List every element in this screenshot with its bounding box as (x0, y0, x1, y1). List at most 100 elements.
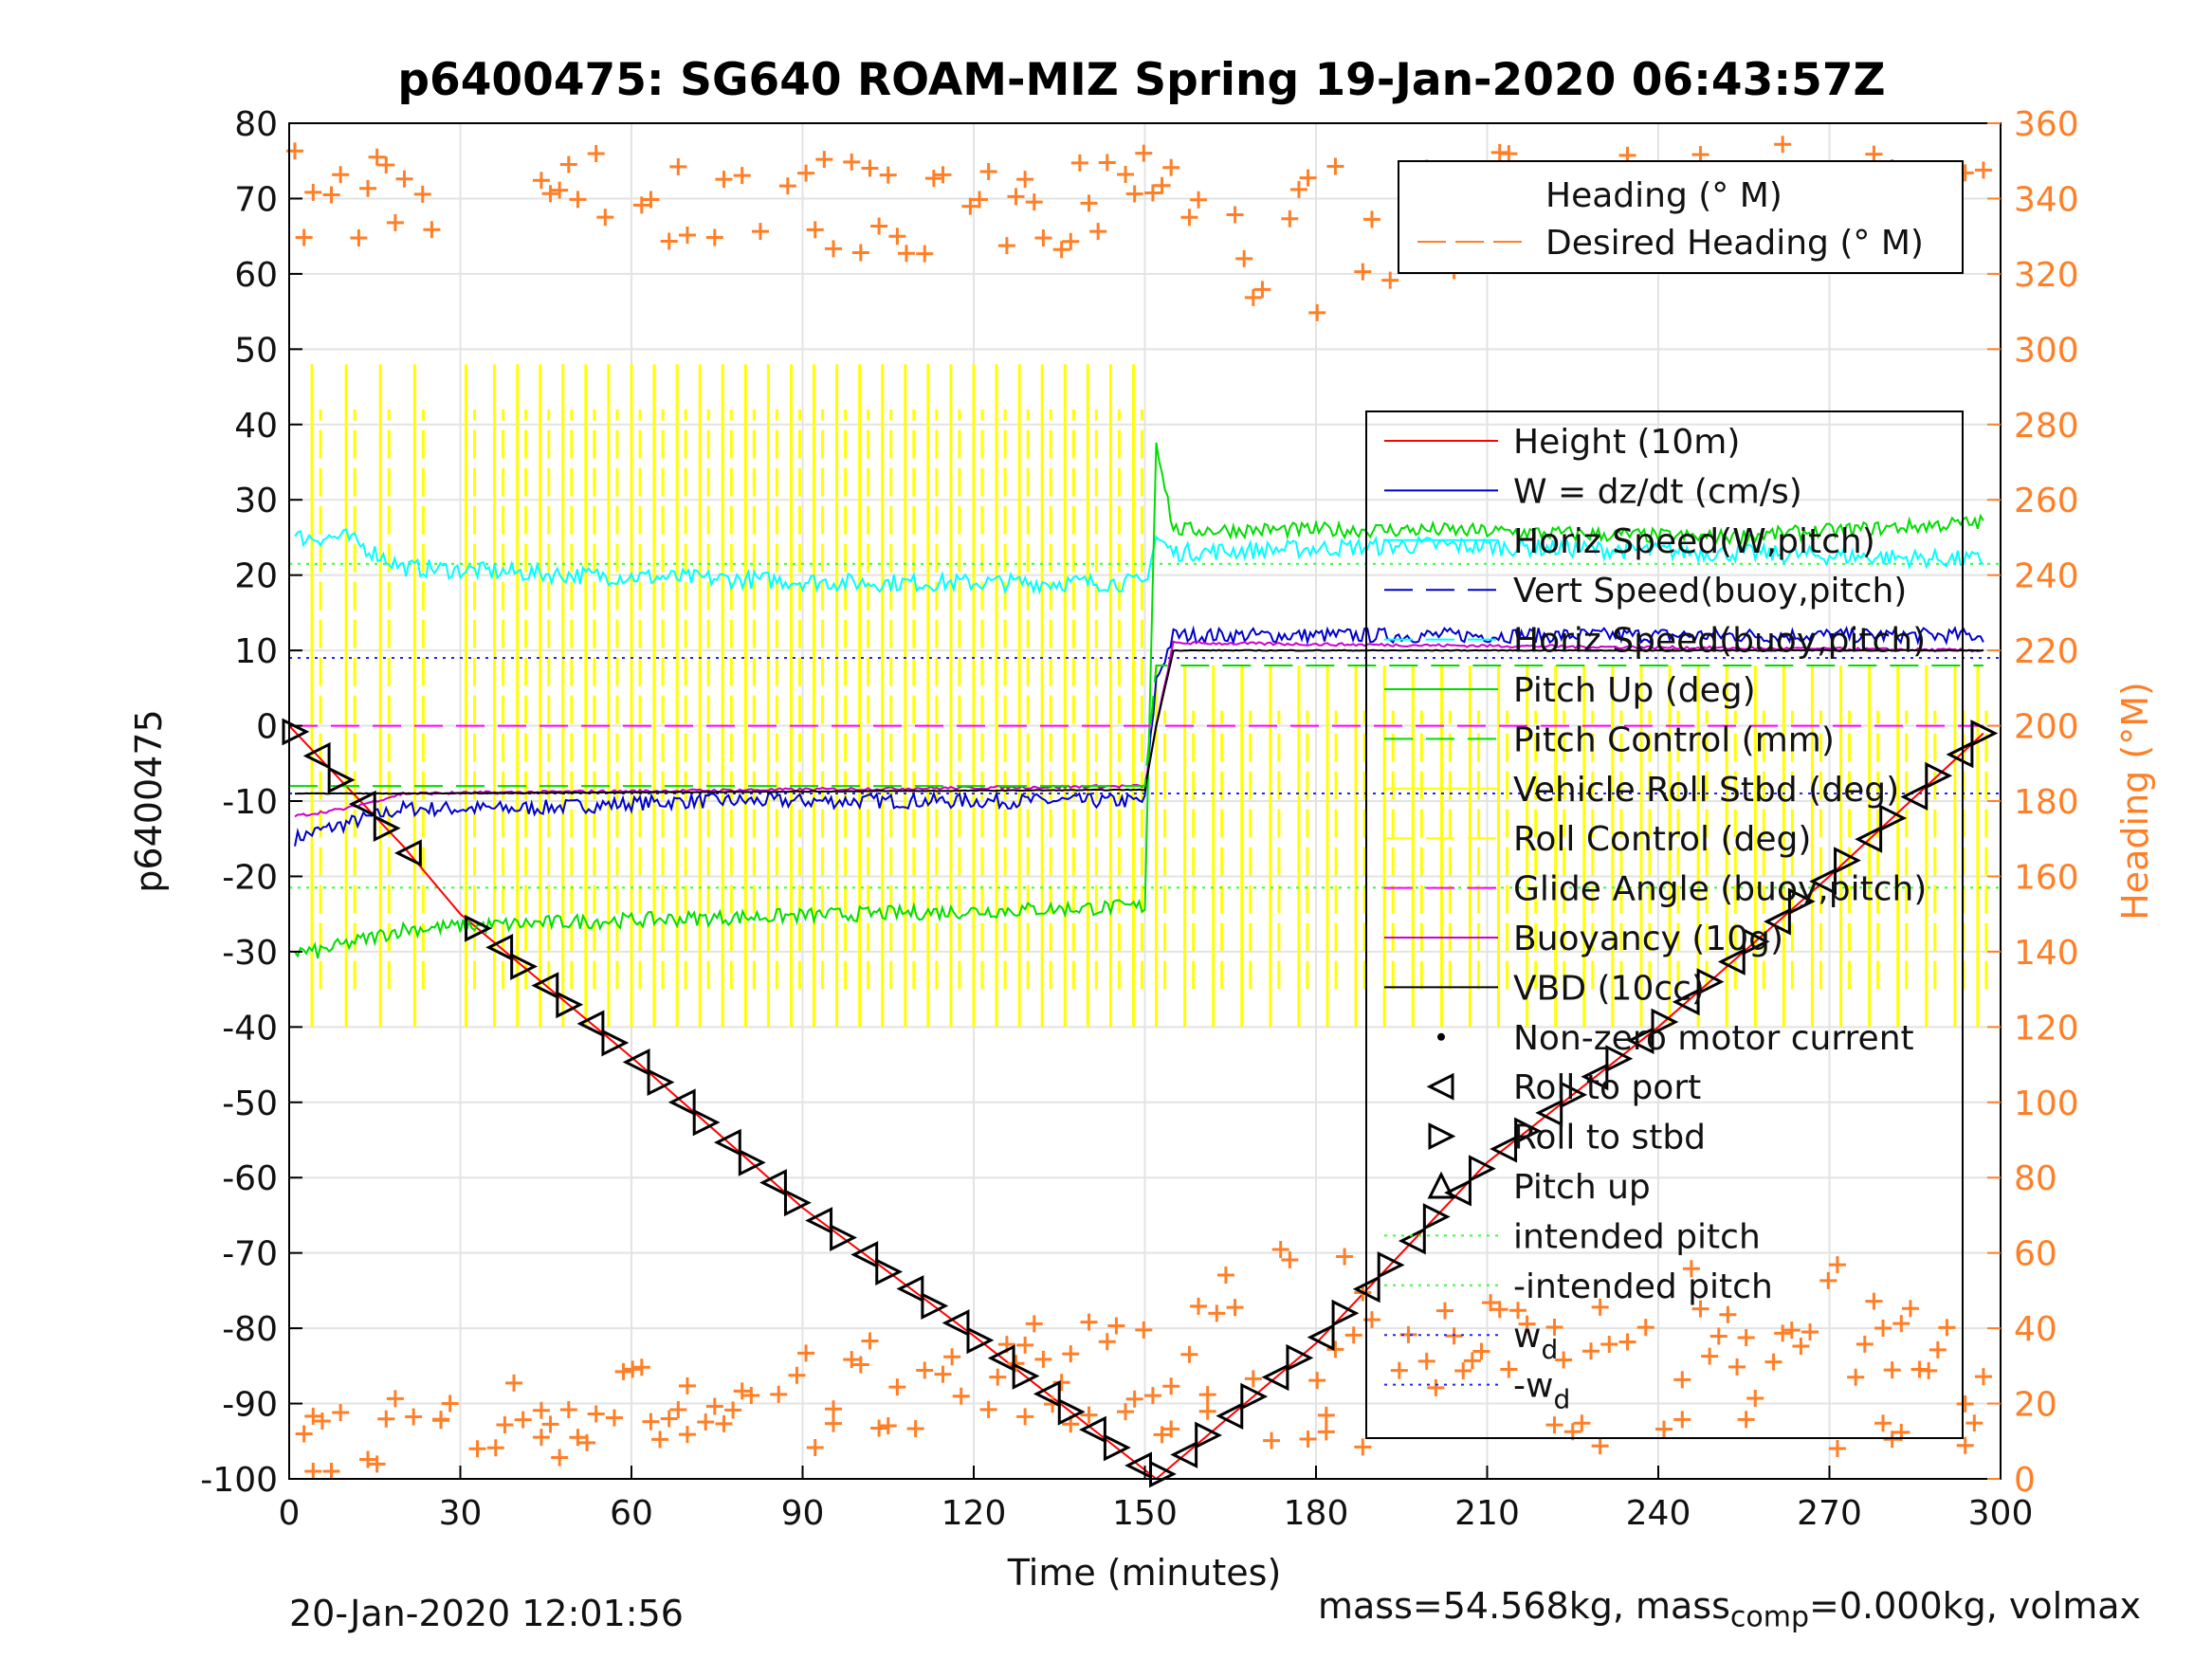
heading-marker (678, 1376, 696, 1395)
roll-port-marker (622, 1048, 650, 1076)
heading-marker (1080, 1406, 1098, 1424)
roll-port-marker (1033, 1379, 1061, 1408)
roll-port-marker (1717, 948, 1746, 975)
heading-marker (669, 157, 687, 175)
legend-swatch (1427, 1171, 1455, 1199)
heading-marker (1271, 1241, 1289, 1258)
heading-marker (1354, 263, 1372, 281)
y2-tick-label: 280 (2014, 407, 2079, 446)
heading-marker (1281, 1251, 1299, 1269)
heading-marker (861, 1332, 879, 1350)
roll-stbd-marker (1879, 804, 1908, 832)
legend-label-sub: d (1541, 1334, 1558, 1365)
roll-port-marker (896, 1275, 924, 1303)
heading-marker (304, 1407, 322, 1425)
y-tick-label: -80 (222, 1310, 278, 1349)
heading-marker (1289, 180, 1307, 198)
heading-marker (697, 1413, 715, 1431)
roll-port-marker (1352, 1275, 1380, 1304)
roll-stbd-marker (875, 1258, 904, 1285)
heading-marker (971, 191, 989, 209)
heading-marker (806, 1438, 824, 1456)
heading-marker (423, 221, 441, 239)
heading-marker (1463, 1352, 1481, 1370)
heading-marker (1819, 1271, 1837, 1289)
heading-marker (669, 1400, 687, 1418)
roll-port-marker (1535, 1099, 1563, 1127)
heading-marker (1062, 232, 1080, 250)
x-tick-label: 270 (1797, 1494, 1862, 1533)
heading-marker (1080, 194, 1098, 212)
heading-marker (715, 171, 733, 189)
heading-marker (979, 162, 997, 180)
heading-marker (742, 1386, 760, 1404)
roll-stbd-marker (783, 1189, 812, 1217)
heading-marker (1390, 1361, 1408, 1379)
heading-marker (660, 232, 678, 250)
x-tick-label: 60 (610, 1494, 653, 1533)
heading-marker (1117, 166, 1135, 184)
heading-marker (295, 228, 313, 246)
y-tick-label: -30 (222, 934, 278, 973)
x-tick-label: 150 (1112, 1494, 1178, 1533)
y-tick-label: 70 (234, 180, 278, 219)
series-line (294, 528, 1984, 595)
heading-marker (1746, 1390, 1764, 1408)
y2-tick-label: 40 (2014, 1310, 2057, 1349)
y-tick-label: 20 (234, 557, 278, 596)
roll-port-marker (1809, 867, 1837, 896)
roll-port-marker (348, 790, 376, 818)
legend-label: W = dz/dt (cm/s) (1513, 472, 1802, 511)
heading-marker (1162, 1420, 1180, 1438)
heading-marker (1326, 1340, 1344, 1358)
heading-marker (1865, 145, 1883, 163)
heading-marker (1600, 1336, 1618, 1354)
heading-marker (1344, 1326, 1362, 1344)
roll-stbd-marker (510, 953, 539, 980)
roll-port-marker (667, 1088, 696, 1117)
heading-marker (815, 151, 833, 169)
roll-port-marker (1398, 1227, 1426, 1255)
heading-marker (1636, 1319, 1654, 1337)
heading-marker (1518, 1315, 1536, 1333)
x-tick-label: 90 (781, 1494, 825, 1533)
heading-marker (733, 1382, 751, 1400)
y-tick-label: 40 (234, 407, 278, 446)
series-layer (288, 364, 2001, 1481)
heading-marker (1691, 1300, 1709, 1318)
heading-marker (486, 1439, 504, 1457)
series-line (294, 625, 1984, 847)
y-tick-label: 60 (234, 256, 278, 295)
roll-stbd-marker (1331, 1299, 1360, 1327)
roll-port-marker (1490, 1135, 1518, 1163)
heading-marker (1454, 1362, 1472, 1380)
roll-port-marker (531, 972, 559, 1000)
series-line (289, 665, 1983, 788)
heading-marker (1782, 1322, 1801, 1340)
roll-port-marker (713, 1128, 741, 1157)
heading-marker (1673, 1371, 1691, 1389)
heading-marker (1801, 1322, 1819, 1340)
heading-marker (1874, 1414, 1892, 1432)
heading-marker (1956, 1436, 1974, 1454)
legend-label: Roll Control (deg) (1513, 820, 1811, 859)
heading-marker (1883, 1361, 1901, 1379)
heading-marker (1974, 1368, 1992, 1386)
roll-port-marker (1261, 1363, 1289, 1392)
legend-label: Heading (° M) (1545, 176, 1782, 215)
heading-marker (569, 1429, 587, 1447)
heading-marker (541, 185, 559, 203)
heading-marker (1135, 144, 1153, 162)
x-tick-label: 300 (1968, 1494, 2034, 1533)
heading-marker (1098, 1333, 1116, 1351)
roll-stbd-marker (1696, 968, 1725, 996)
heading-marker (1034, 1350, 1052, 1368)
x-axis-label: Time (minutes) (1007, 1552, 1282, 1594)
heading-marker (770, 1385, 788, 1403)
legend-label: Horiz Speed(W,pitch) (1513, 522, 1875, 561)
heading-marker (596, 209, 614, 227)
heading-marker (1308, 303, 1326, 321)
roll-port-marker (1078, 1415, 1106, 1444)
x-axis-ticks: 0 30 60 90 120 150 180 210 240 270 300 (279, 1466, 2034, 1533)
heading-marker (1125, 1390, 1143, 1408)
